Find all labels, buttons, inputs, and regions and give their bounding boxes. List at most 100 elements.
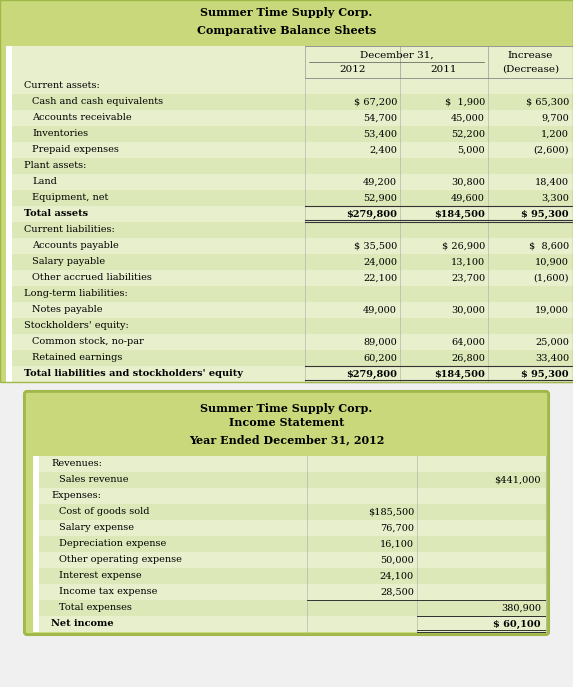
Bar [27,616,546,632]
Bar [0,0,573,46]
Bar [0,238,573,254]
Bar [0,222,573,238]
Bar [6,142,12,158]
Text: Interest expense: Interest expense [59,572,142,581]
Text: $  1,900: $ 1,900 [445,98,485,106]
Bar [0,110,573,126]
Bar [0,190,573,206]
Bar [0,142,573,158]
Bar [6,286,12,302]
Bar [27,488,33,504]
Bar [6,254,12,270]
Text: Current assets:: Current assets: [24,82,100,91]
Bar [33,600,39,616]
Text: Common stock, no-par: Common stock, no-par [32,337,144,346]
Bar [305,46,573,78]
Text: 49,200: 49,200 [363,177,397,186]
Text: 76,700: 76,700 [380,523,414,532]
Bar [33,520,39,536]
Text: 28,500: 28,500 [380,587,414,596]
Bar [0,270,6,286]
Text: $ 35,500: $ 35,500 [354,242,397,251]
Bar [6,238,12,254]
Text: 9,700: 9,700 [541,113,569,122]
Text: $ 95,300: $ 95,300 [521,210,569,218]
Bar [0,206,6,222]
Text: $184,500: $184,500 [434,370,485,379]
Text: 5,000: 5,000 [457,146,485,155]
Text: Retained earnings: Retained earnings [32,354,123,363]
Bar [0,94,573,110]
Bar [0,126,573,142]
Bar [0,222,6,238]
Text: Salary payable: Salary payable [32,258,105,267]
Text: 24,000: 24,000 [363,258,397,267]
Bar [6,206,12,222]
Text: Current liabilities:: Current liabilities: [24,225,115,234]
Bar [0,78,6,94]
Text: Other accrued liabilities: Other accrued liabilities [32,273,152,282]
Text: 26,800: 26,800 [451,354,485,363]
Text: Sales revenue: Sales revenue [59,475,128,484]
Bar [6,302,12,318]
Text: Plant assets:: Plant assets: [24,161,87,170]
Text: 22,100: 22,100 [363,273,397,282]
Text: 30,800: 30,800 [451,177,485,186]
Text: Accounts receivable: Accounts receivable [32,113,132,122]
Text: (2,600): (2,600) [533,146,569,155]
Bar [33,488,39,504]
Bar [33,504,39,520]
Text: 18,400: 18,400 [535,177,569,186]
Bar [6,174,12,190]
Text: Long-term liabilities:: Long-term liabilities: [24,289,128,298]
Bar [0,334,6,350]
Text: Income Statement: Income Statement [229,418,344,429]
Text: 52,900: 52,900 [363,194,397,203]
Bar [0,350,6,366]
Bar [0,334,573,350]
Bar [0,302,573,318]
Bar [6,94,12,110]
Text: $ 65,300: $ 65,300 [526,98,569,106]
Bar [6,334,12,350]
Text: (Decrease): (Decrease) [502,65,559,74]
Text: Cash and cash equivalents: Cash and cash equivalents [32,98,163,106]
Bar [0,286,6,302]
Bar [27,568,33,584]
Bar [0,174,6,190]
Bar [6,350,12,366]
Bar [6,222,12,238]
Bar [0,286,573,302]
Bar [27,536,546,552]
Text: Accounts payable: Accounts payable [32,242,119,251]
FancyBboxPatch shape [25,392,548,634]
Bar [0,158,6,174]
Bar [6,318,12,334]
Bar [0,46,6,78]
Bar [27,584,546,600]
Bar [33,472,39,488]
Bar [27,584,33,600]
Bar [27,456,546,472]
Bar [33,616,39,632]
Bar [27,552,33,568]
Bar [33,552,39,568]
Text: 33,400: 33,400 [535,354,569,363]
Text: (1,600): (1,600) [533,273,569,282]
Text: $279,800: $279,800 [346,370,397,379]
Bar [0,190,6,206]
Text: 54,700: 54,700 [363,113,397,122]
Bar [27,456,33,472]
Text: Total assets: Total assets [24,210,88,218]
Bar [27,536,33,552]
Text: Cost of goods sold: Cost of goods sold [59,508,150,517]
Bar [0,158,573,174]
Bar [0,110,6,126]
Bar [27,394,546,632]
Text: 25,000: 25,000 [535,337,569,346]
Text: Income tax expense: Income tax expense [59,587,158,596]
Bar [0,238,6,254]
Bar [6,158,12,174]
Bar [0,270,573,286]
Bar [0,206,573,222]
